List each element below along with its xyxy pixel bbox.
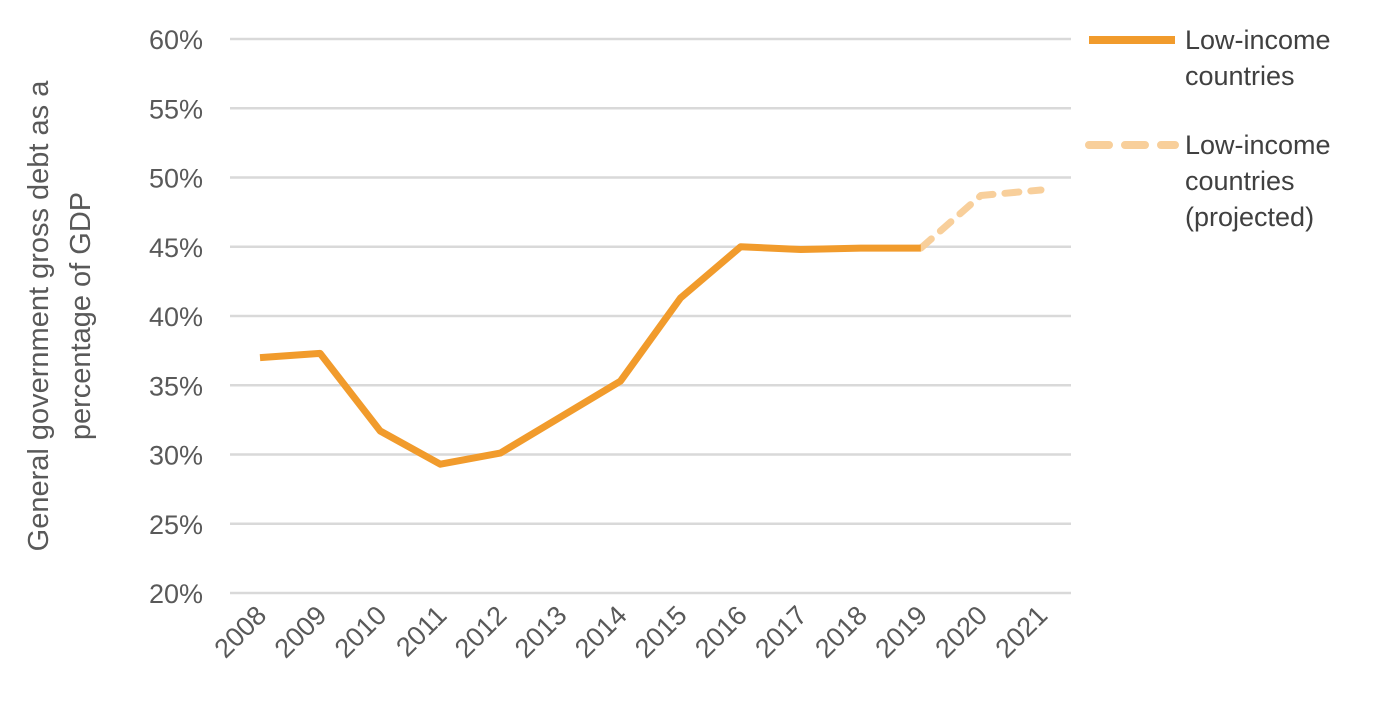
y-tick-label: 30%	[149, 441, 203, 471]
y-tick-label: 35%	[149, 371, 203, 401]
series-line-low-income-projected	[917, 186, 1045, 252]
y-tick-label: 50%	[149, 164, 203, 194]
series-line-low-income	[259, 243, 921, 468]
gridlines	[230, 37, 1071, 595]
y-tick-label: 60%	[149, 25, 203, 55]
legend-label: Low-income	[1185, 25, 1331, 55]
x-tick-label: 2008	[209, 600, 273, 664]
y-tick-label: 45%	[149, 233, 203, 263]
y-axis-title: General government gross debt as a percen…	[23, 80, 97, 552]
x-tick-label: 2009	[269, 600, 333, 664]
x-tick-label: 2014	[569, 600, 633, 664]
y-axis-title-line: General government gross debt as a	[23, 80, 55, 552]
y-axis-title-line: percentage of GDP	[65, 192, 97, 440]
x-tick-label: 2017	[749, 600, 813, 664]
x-tick-label: 2015	[629, 600, 693, 664]
legend-label: (projected)	[1185, 202, 1314, 232]
y-axis-tick-labels: 20% 25% 30% 35% 40% 45% 50% 55% 60%	[149, 25, 203, 609]
x-tick-label: 2021	[990, 600, 1054, 664]
x-tick-label: 2011	[390, 600, 452, 662]
series-lines	[259, 186, 1045, 468]
x-axis-tick-labels: 2008200920102011201220132014201520162017…	[209, 600, 1054, 664]
legend-label: countries	[1185, 166, 1295, 196]
x-tick-label: 2018	[809, 600, 873, 664]
legend-label: Low-income	[1185, 130, 1331, 160]
y-tick-label: 55%	[149, 94, 203, 124]
x-tick-label: 2013	[509, 600, 573, 664]
legend: Low-income countries Low-income countries (p…	[1085, 25, 1331, 232]
y-tick-label: 25%	[149, 510, 203, 540]
x-tick-label: 2010	[329, 600, 393, 664]
x-tick-label: 2012	[449, 600, 513, 664]
x-tick-label: 2019	[869, 600, 933, 664]
y-tick-label: 20%	[149, 579, 203, 609]
y-tick-label: 40%	[149, 302, 203, 332]
x-tick-label: 2016	[689, 600, 753, 664]
x-tick-label: 2020	[929, 600, 993, 664]
legend-label: countries	[1185, 61, 1295, 91]
